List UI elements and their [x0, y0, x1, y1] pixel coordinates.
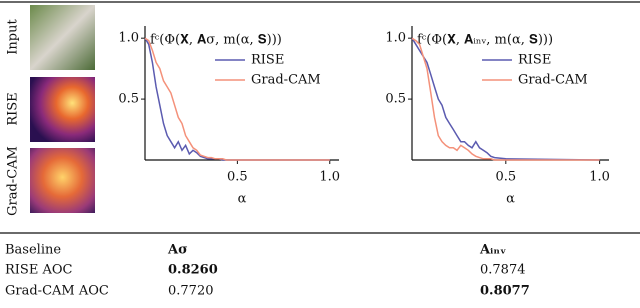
x-tick-label: 0.5 [495, 170, 516, 185]
table-cell: RISE AOC [5, 263, 72, 278]
x-tick-label: 1.0 [589, 170, 610, 185]
table-header: 𝐀σ [167, 243, 188, 258]
row-label: Grad-CAM [6, 146, 21, 216]
rise-map [30, 77, 95, 142]
legend-label: RISE [251, 53, 284, 68]
data-line [411, 37, 600, 161]
table-cell: 0.7720 [168, 284, 214, 299]
table-cell: 0.8077 [480, 284, 530, 299]
legend-label: RISE [518, 53, 551, 68]
y-tick-label: 1.0 [118, 31, 139, 46]
data-line [144, 37, 330, 161]
y-tick-label: 0.5 [118, 92, 139, 107]
legend-label: Grad-CAM [251, 73, 321, 88]
table-header: Baseline [5, 243, 61, 258]
row-label: Input [6, 19, 21, 55]
chart-title: fᶜ(Φ(𝐗, 𝐀ᵢₙᵥ, m(α, 𝐒))) [417, 33, 553, 48]
x-tick-label: 1.0 [319, 170, 340, 185]
row-label: RISE [6, 92, 21, 125]
table-cell: 0.8260 [168, 263, 218, 278]
gradcam-map [30, 148, 95, 213]
input-image [30, 5, 95, 70]
x-axis-label: α [506, 192, 515, 207]
data-line [411, 37, 600, 161]
y-tick-label: 0.5 [385, 92, 406, 107]
table-header: 𝐀ᵢₙᵥ [479, 243, 506, 258]
y-tick-label: 1.0 [385, 31, 406, 46]
x-axis-label: α [238, 192, 247, 207]
legend-label: Grad-CAM [518, 73, 588, 88]
table-cell: 0.7874 [480, 263, 526, 278]
x-tick-label: 0.5 [227, 170, 248, 185]
table-cell: Grad-CAM AOC [5, 284, 109, 299]
chart-title: fᶜ(Φ(𝐗, 𝐀σ, m(α, 𝐒))) [150, 33, 282, 48]
